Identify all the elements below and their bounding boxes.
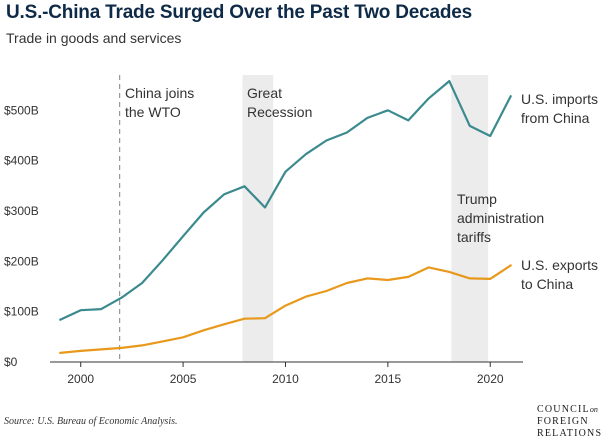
shaded-band-2: [451, 75, 489, 362]
annotation-label-3-line-3: tariffs: [457, 229, 491, 245]
series-label-imports-line-1: U.S. imports: [521, 91, 598, 107]
x-tick-label: 2010: [272, 372, 299, 386]
annotation-labels: China joins the WTO Great Recession Trump adm…: [125, 85, 544, 245]
series-label-exports-line-1: U.S. exports: [521, 257, 598, 273]
chart-subtitle: Trade in goods and services: [6, 30, 182, 46]
x-tick-label: 2000: [67, 372, 94, 386]
x-axis-ticks: 2000 2005 2010 2015 2020: [67, 362, 504, 386]
annotation-label-1-line-1: China joins: [125, 85, 194, 101]
x-tick-label: 2015: [375, 372, 402, 386]
source-note: Source: U.S. Bureau of Economic Analysis…: [4, 416, 178, 427]
series-line-imports: [59, 79, 512, 321]
x-tick-label: 2005: [170, 372, 197, 386]
series-label-imports-line-2: from China: [521, 110, 590, 126]
y-tick-label: $500B: [4, 103, 39, 117]
shaded-band-1: [242, 75, 274, 362]
series-lines: [59, 79, 512, 354]
x-tick-label: 2020: [477, 372, 504, 386]
logo-line-1: COUNCILon: [537, 404, 598, 415]
chart-title: U.S.-China Trade Surged Over the Past Tw…: [6, 2, 473, 23]
annotation-label-2-line-1: Great: [247, 85, 282, 101]
y-axis-ticks: $0 $100B $200B $300B $400B $500B: [4, 103, 39, 369]
series-labels: U.S. imports from China U.S. exports to Chi…: [521, 91, 598, 292]
annotation-label-1-line-2: the WTO: [125, 104, 181, 120]
cfr-logo: COUNCILon FOREIGN RELATIONS: [537, 404, 601, 440]
y-tick-label: $300B: [4, 204, 39, 218]
logo-line-3: RELATIONS: [537, 428, 603, 439]
y-tick-label: $100B: [4, 305, 39, 319]
annotation-label-3-line-2: administration: [457, 210, 544, 226]
series-label-exports-line-2: to China: [521, 276, 573, 292]
y-tick-label: $200B: [4, 254, 39, 268]
annotation-label-3-line-1: Trump: [457, 191, 497, 207]
y-tick-label: $0: [4, 355, 18, 369]
logo-line-2: FOREIGN: [537, 416, 589, 427]
annotation-label-2-line-2: Recession: [247, 104, 312, 120]
y-tick-label: $400B: [4, 154, 39, 168]
series-line-exports: [59, 264, 512, 354]
shaded-bands: [242, 75, 489, 362]
